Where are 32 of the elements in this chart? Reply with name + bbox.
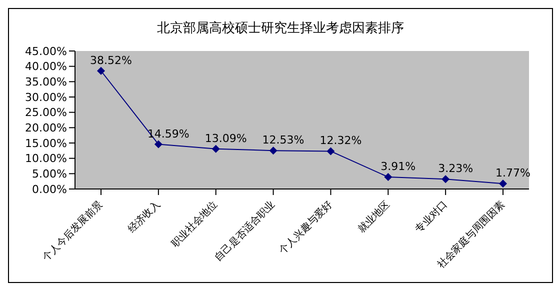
x-tick-label: 职业社会地位 — [169, 198, 220, 250]
point — [326, 147, 335, 156]
point — [269, 146, 278, 155]
x-tick-label: 个人今后发展前景 — [40, 198, 106, 264]
point — [384, 173, 392, 182]
data-label: 12.53% — [262, 134, 304, 147]
y-tick-label: 0.00% — [32, 182, 67, 196]
y-tick-label: 30.00% — [25, 90, 67, 104]
data-label: 12.32% — [320, 134, 362, 148]
x-tick-label: 就业地区 — [355, 198, 392, 236]
y-tick-label: 40.00% — [25, 60, 67, 74]
y-tick-label: 5.00% — [32, 168, 67, 181]
point — [442, 175, 450, 184]
y-tick-label: 10.00% — [25, 152, 67, 166]
point — [499, 180, 507, 188]
data-label: 1.77% — [496, 166, 530, 180]
data-label: 3.23% — [438, 162, 474, 176]
x-tick-label: 个人兴趣与爱好 — [276, 198, 335, 257]
data-label: 3.91% — [380, 160, 416, 174]
y-tick-label: 20.00% — [25, 122, 67, 135]
y-tick-label: 45.00% — [25, 44, 67, 58]
point — [97, 66, 105, 75]
point — [154, 140, 162, 148]
y-tick-label: 25.00% — [25, 106, 67, 120]
chart-title: 北京部属高校硕士研究生择业考虑因素排序 — [156, 20, 405, 37]
y-tick-label: 15.00% — [25, 136, 67, 150]
x-tick-label: 专业对口 — [412, 198, 450, 236]
x-tick-label: 经济收入 — [126, 198, 162, 236]
point — [212, 144, 220, 153]
y-tick-label: 35.00% — [25, 76, 67, 89]
data-label: 38.52% — [90, 54, 132, 67]
data-label: 13.09% — [204, 132, 247, 145]
